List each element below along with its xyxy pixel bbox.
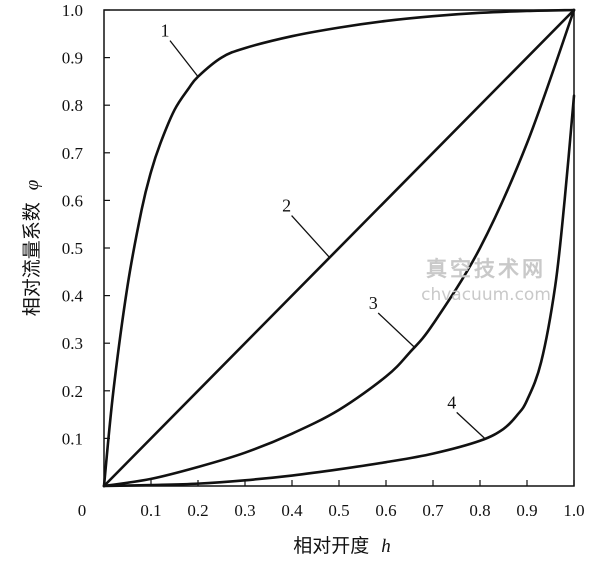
y-tick-label: 0.9 [62,49,83,68]
y-axis-title: 相对流量系数 φ [21,180,43,317]
series-1-leader [169,40,199,78]
series-1-label: 1 [161,21,170,41]
watermark-text: 真空技术网 [426,256,546,281]
y-axis-title-text: 相对流量系数 [21,202,43,316]
x-tick-label: 1.0 [563,501,584,520]
x-tick-label: 0.6 [375,501,396,520]
y-tick-label: 0.8 [62,96,83,115]
x-tick-label: 0.8 [469,501,490,520]
x-tick-label: 0.1 [140,501,161,520]
y-axis-variable: φ [22,180,43,191]
series-2-label: 2 [282,196,291,216]
series-2-leader [291,215,331,258]
series-4-leader [456,411,486,439]
x-tick-label: 0.7 [422,501,444,520]
y-tick-label: 0.6 [62,191,83,210]
series-4-line [102,94,576,488]
x-tick-label: 0.9 [516,501,537,520]
watermark-url: chvacuum.com [421,285,551,305]
y-tick-label: 0.7 [62,144,84,163]
series-4-label: 4 [447,392,456,412]
y-tick-label: 1.0 [62,1,83,20]
x-tick-label: 0.5 [328,501,349,520]
y-tick-label: 0.5 [62,239,83,258]
series-3-leader [377,312,415,348]
y-tick-label: 0.4 [62,287,84,306]
y-tick-label: 0.1 [62,429,83,448]
ticks: 0 0.1 0.2 0.3 0.4 0.5 0.6 0.7 0.8 0.9 1.0 0.1 0.2 0.3… [62,1,585,520]
series-3-line [102,8,576,488]
curves [102,8,576,488]
x-axis-title: 相对开度 h [293,535,391,557]
series-1-line [102,8,576,488]
x-axis-variable: h [381,536,391,557]
x-tick-label: 0.3 [234,501,255,520]
x-tick-label: 0.2 [187,501,208,520]
curve-labels: 1 2 3 4 [161,21,486,439]
x-origin-label: 0 [78,501,87,520]
series-2-line [102,8,576,488]
series-3-label: 3 [369,293,378,313]
x-tick-label: 0.4 [281,501,303,520]
x-axis-title-text: 相对开度 [293,535,369,557]
y-tick-label: 0.3 [62,334,83,353]
y-tick-label: 0.2 [62,382,83,401]
